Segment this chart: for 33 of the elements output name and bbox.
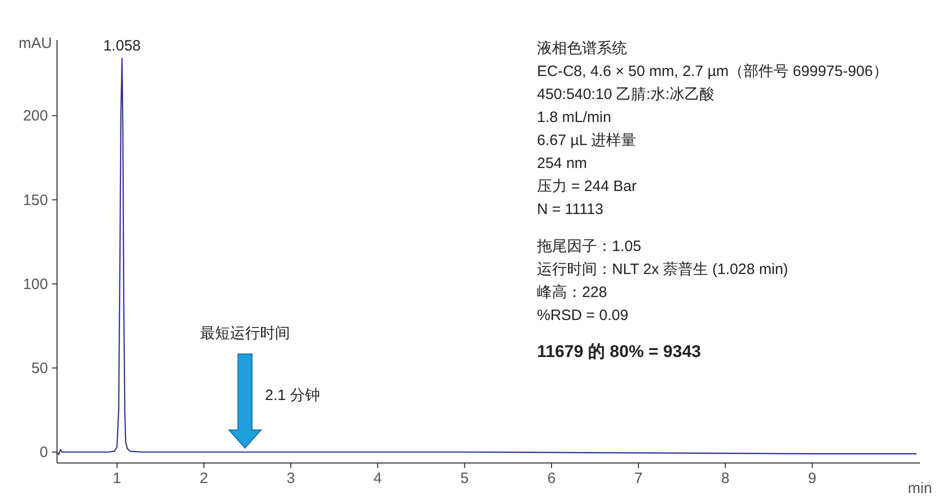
annotation: 峰高：228	[537, 284, 608, 301]
x-tick-label: 6	[547, 470, 556, 487]
y-tick-label: 200	[22, 108, 48, 125]
annotation: N = 11113	[537, 201, 604, 218]
annotation: EC-C8, 4.6 × 50 mm, 2.7 µm（部件号 699975-906）	[537, 63, 888, 80]
x-axis-title: min	[908, 480, 932, 497]
annotation: 450:540:10 乙腈:水:冰乙酸	[537, 86, 715, 103]
annotation: 1.8 mL/min	[537, 109, 612, 126]
annotation: 拖尾因子：1.05	[536, 238, 642, 255]
y-tick-label: 150	[22, 192, 48, 209]
annotation: 压力 = 244 Bar	[537, 178, 637, 195]
x-tick-label: 5	[460, 470, 469, 487]
annotation: 254 nm	[537, 155, 588, 172]
x-tick-label: 7	[634, 470, 643, 487]
line-series	[56, 58, 918, 456]
annotation: 液相色谱系统	[537, 40, 627, 57]
y-tick-label: 100	[22, 276, 48, 293]
y-tick-label: 50	[31, 360, 48, 377]
annotation: 2.1 分钟	[265, 387, 320, 404]
y-axis-title: mAU	[18, 35, 52, 52]
annotation: %RSD = 0.09	[537, 307, 628, 324]
x-tick-label: 4	[374, 470, 382, 487]
x-tick-label: 8	[721, 470, 730, 487]
y-tick-label: 0	[40, 444, 48, 462]
x-tick-label: 2	[200, 470, 208, 487]
annotation: 6.67 µL 进样量	[537, 132, 636, 149]
x-tick-label: 1	[112, 470, 122, 487]
annotation: 最短运行时间	[200, 325, 290, 342]
x-tick-label: 3	[286, 470, 295, 487]
x-tick-label: 9	[808, 470, 816, 487]
annotation: 1.058	[103, 38, 141, 54]
annotation: 运行时间：NLT 2x 萘普生 (1.028 min)	[537, 261, 788, 278]
annotation: 11679 的 80% = 9343	[537, 342, 701, 361]
